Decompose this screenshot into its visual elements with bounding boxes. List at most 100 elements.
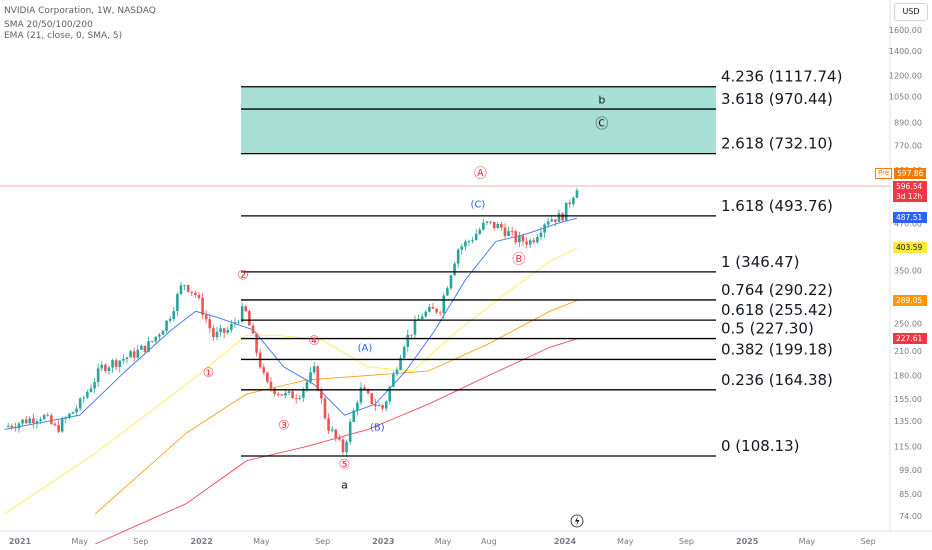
fib-level: 1.618 (493.76) (241, 197, 833, 217)
candle-body (284, 392, 287, 396)
wave-label: (C) (471, 200, 486, 211)
candle-body (39, 419, 42, 422)
candle (467, 239, 471, 246)
candle-body (35, 421, 39, 424)
candle-body (334, 429, 338, 438)
candle-body (165, 320, 168, 331)
candle (93, 377, 96, 394)
candle (374, 398, 377, 411)
price-tick-label: 1200.00 (889, 71, 922, 80)
time-tick-label: May (71, 537, 88, 546)
candle-body (17, 423, 21, 429)
indicator-ema-legend[interactable]: EMA (21, close, 0, SMA, 5) (4, 31, 123, 41)
candle-body (453, 263, 456, 276)
candle-body (136, 349, 140, 358)
candle-body (572, 197, 575, 205)
lightning-icon[interactable] (570, 514, 584, 528)
fib-level-label: 3.618 (970.44) (721, 90, 833, 108)
fib-level: 2.618 (732.10) (241, 135, 833, 155)
candle (24, 415, 28, 425)
candle (294, 394, 298, 404)
candle (147, 336, 150, 353)
candle-body (539, 232, 543, 237)
candle-body (309, 372, 312, 382)
candle-body (93, 382, 96, 389)
candle (96, 363, 100, 387)
candle-body (240, 306, 244, 322)
candle-body (374, 404, 377, 407)
candle (438, 311, 442, 316)
candle (248, 309, 251, 326)
candle (201, 293, 204, 319)
candle (212, 325, 215, 342)
candle (507, 227, 510, 237)
candle-body (449, 275, 453, 289)
candle-body (154, 336, 158, 342)
candle (219, 324, 222, 337)
fib-level: 0.764 (290.22) (241, 281, 833, 301)
candle (338, 434, 341, 442)
fib-level: 0.618 (255.42) (241, 301, 833, 321)
candle (561, 212, 564, 223)
candle-body (424, 311, 428, 317)
candle-body (482, 222, 485, 230)
pre-value: 597.86 (894, 168, 927, 179)
fib-level-label: 0.236 (164.38) (721, 371, 833, 389)
fib-level-label: 0.5 (227.30) (721, 320, 814, 338)
candle (14, 422, 17, 432)
wave-label: b (598, 94, 605, 107)
candle-body (413, 320, 417, 335)
indicator-sma-legend[interactable]: SMA 20/50/100/200 (4, 20, 93, 30)
candle (449, 274, 453, 291)
candle (309, 367, 312, 385)
candle (208, 313, 212, 334)
fib-level: 4.236 (1117.74) (241, 68, 842, 88)
price-tick-label: 180.00 (894, 371, 922, 380)
candle-body (294, 398, 298, 399)
wave-label: ② (237, 269, 249, 284)
candle-body (464, 241, 467, 247)
sma200-tag: 227.61 (893, 333, 927, 344)
candle-body (485, 221, 489, 223)
candle (262, 363, 266, 375)
price-tick-label: 890.00 (894, 119, 922, 128)
candle (287, 390, 291, 396)
candle-body (536, 236, 539, 243)
candle (237, 319, 240, 325)
candle-body (381, 405, 384, 409)
time-tick-label: 2023 (372, 537, 394, 546)
candle-body (140, 345, 143, 350)
candle (194, 290, 197, 299)
sma50-line (4, 247, 578, 515)
candle-body (564, 202, 568, 221)
candle-body (554, 219, 557, 222)
pre-label: Pre (875, 168, 893, 179)
candle-body (190, 291, 194, 293)
candle (428, 303, 431, 313)
candle (316, 365, 320, 392)
candle (143, 345, 147, 355)
candle (140, 344, 143, 351)
currency-button[interactable]: USD (894, 3, 928, 21)
candle-body (514, 231, 518, 243)
candle (269, 376, 273, 392)
candle (478, 227, 482, 236)
candle-body (316, 366, 320, 391)
candle-body (500, 223, 503, 228)
candle (532, 237, 536, 245)
candle-body (161, 330, 165, 335)
sma100-tag: 289.05 (893, 295, 927, 306)
candle-body (363, 387, 366, 390)
candle (334, 428, 338, 442)
candle-body (82, 397, 86, 399)
time-tick-label: Sep (679, 537, 694, 546)
candle (431, 303, 435, 309)
pre-market-tag: Pre 597.86 (875, 168, 927, 179)
candle (446, 286, 449, 296)
last-price-tag: 596.54 3d 12h (893, 181, 927, 202)
fib-level: 0 (108.13) (241, 437, 800, 457)
candle-body (75, 408, 78, 413)
wave-label: a (341, 479, 348, 492)
candle (114, 358, 118, 371)
